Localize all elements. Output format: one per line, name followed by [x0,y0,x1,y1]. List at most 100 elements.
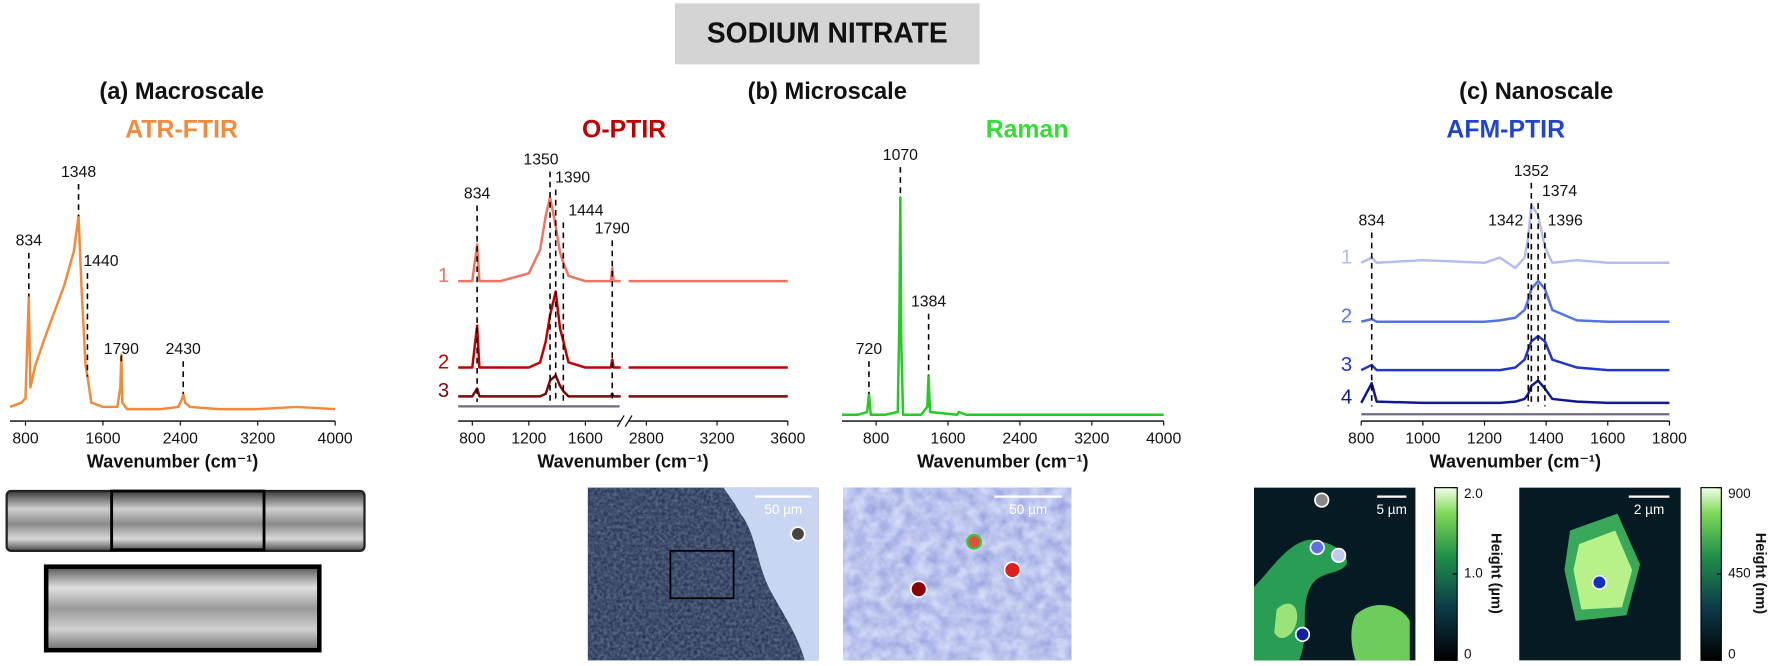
panel-title: (c) Nanoscale [1459,79,1613,105]
x-tick-label: 2800 [629,430,664,447]
macro-inset [43,564,322,653]
peak-label: 834 [464,185,491,202]
x-tick-label: 1200 [511,430,546,447]
spot [1294,626,1311,643]
peak-label: 834 [1359,212,1386,229]
chart-title: ATR-FTIR [125,117,238,144]
spot [1314,492,1330,508]
x-tick-label: 1800 [1652,430,1687,447]
scale-label: 50 µm [764,502,802,517]
colorbar-tick-label: 0 [1464,646,1472,661]
peak-label: 1790 [104,341,139,358]
title-box [674,3,980,65]
peak-label: 1384 [911,294,946,311]
x-tick-label: 1600 [1590,430,1625,447]
crystal [1573,530,1633,610]
x-tick-label: 800 [12,430,39,447]
x-axis-label: Wavenumber (cm⁻¹) [537,452,708,472]
colorbar-tick-label: 900 [1728,486,1751,501]
x-tick-label: 1000 [1405,430,1440,447]
scale-label: 2 µm [1634,502,1664,517]
raman-map [842,487,1072,661]
spectrum [458,196,621,283]
x-tick-label: 1400 [1529,430,1564,447]
peak-label: 1396 [1548,212,1583,229]
spot [966,533,982,550]
zoom-box [110,489,266,552]
peak-label: 1352 [1514,163,1549,180]
spectrum [1360,334,1670,372]
zoom-box [669,550,735,600]
colorbar-tick-label: 2.0 [1464,486,1483,501]
peak-label: 1374 [1542,183,1577,200]
panel-title: (a) Macroscale [99,79,264,105]
x-tick-label: 2400 [163,430,198,447]
x-tick-label: 4000 [1146,430,1181,447]
spot [1003,561,1022,579]
colorbar-tick-label: 1.0 [1464,566,1483,581]
peak-label: 834 [16,233,43,250]
series-label: 1 [1341,247,1352,269]
spot [790,526,806,542]
series-label: 4 [1341,387,1352,409]
x-tick-label: 1200 [1467,430,1502,447]
spectrum [458,290,621,369]
x-tick-label: 800 [1348,430,1375,447]
spectrum [1360,279,1670,323]
x-tick-label: 3200 [240,430,275,447]
spot [909,580,928,598]
colorbar-label: Height (µm) [1488,533,1504,614]
colorbar-label: Height (nm) [1752,533,1768,615]
macro-photo [5,489,366,552]
x-tick-label: 800 [863,430,890,447]
peak-label: 1390 [555,170,590,187]
x-tick-label: 1600 [85,430,120,447]
figure-title: SODIUM NITRATE [707,16,948,48]
spectrum [1360,203,1670,270]
x-tick-label: 3200 [699,430,734,447]
series-label: 2 [438,351,449,373]
scale-label: 50 µm [1009,502,1047,517]
peak-label: 1444 [568,202,603,219]
x-tick-label: 3200 [1074,430,1109,447]
x-axis-label: Wavenumber (cm⁻¹) [917,452,1088,472]
peak-label: 1350 [523,151,558,168]
peak-label: 1070 [883,147,918,164]
spot [1309,539,1325,556]
scale-label: 5 µm [1377,502,1407,517]
peak-label: 1440 [83,253,118,270]
peak-label: 1790 [595,220,630,237]
series-label: 3 [438,380,449,402]
spot [1591,574,1608,591]
series-label: 3 [1341,354,1352,376]
x-axis-label: Wavenumber (cm⁻¹) [1430,452,1601,472]
chart-title: AFM-PTIR [1446,117,1565,144]
crystal [1274,603,1298,639]
x-axis-label: Wavenumber (cm⁻¹) [87,452,258,472]
series-label: 2 [1341,306,1352,328]
x-tick-label: 800 [459,430,486,447]
spectrum [841,196,1164,416]
colorbar-tick-label: 450 [1728,566,1751,581]
series-label: 1 [438,265,449,287]
panel-title: (b) Microscale [748,79,907,105]
x-tick-label: 1600 [930,430,965,447]
spot [1331,547,1347,563]
colorbar-tick-label: 0 [1728,646,1736,661]
x-tick-label: 3600 [770,430,805,447]
spectrum [458,374,621,398]
crystal [1351,604,1410,661]
spectrum [9,214,336,411]
axis-break [624,415,633,427]
x-tick-label: 1600 [568,430,603,447]
peak-label: 1348 [61,164,96,181]
chart-title: Raman [986,117,1069,144]
chart-title: O-PTIR [582,117,666,144]
peak-label: 720 [856,341,883,358]
peak-label: 1342 [1488,212,1523,229]
x-tick-label: 2400 [1002,430,1037,447]
spectrum [1360,379,1670,405]
x-tick-label: 4000 [318,430,353,447]
peak-label: 2430 [166,341,201,358]
